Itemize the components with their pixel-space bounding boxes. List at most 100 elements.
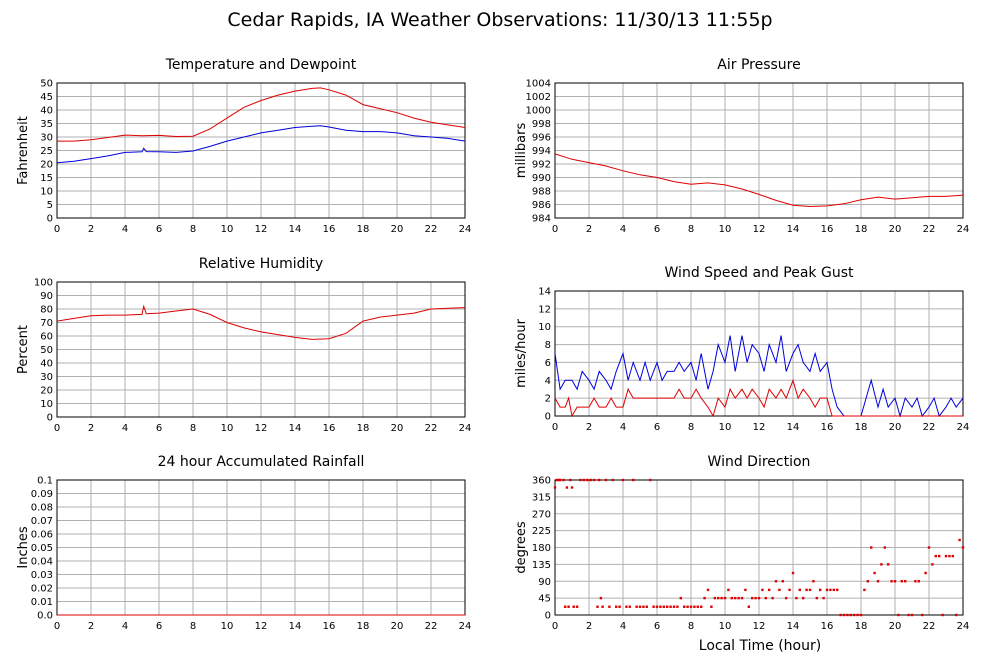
data-point: [788, 588, 791, 592]
y-tick-label: 0.0: [37, 611, 53, 622]
y-tick-label: 0.1: [37, 476, 53, 487]
x-tick-label: 10: [221, 621, 234, 632]
data-point: [582, 478, 586, 482]
x-tick-label: 22: [425, 423, 438, 434]
data-point: [836, 588, 839, 592]
data-point: [795, 596, 798, 600]
panel-title: Relative Humidity: [199, 256, 323, 272]
y-tick-label: 986: [532, 200, 551, 211]
x-tick-label: 6: [156, 621, 162, 632]
data-point: [596, 605, 599, 608]
x-tick-label: 24: [957, 621, 970, 632]
x-tick-label: 6: [156, 224, 162, 235]
y-axis-label: Percent: [16, 325, 31, 374]
data-point: [569, 478, 572, 482]
y-tick-label: 998: [532, 119, 551, 130]
data-point: [649, 478, 652, 482]
x-tick-label: 12: [255, 224, 268, 235]
data-point: [679, 596, 682, 600]
data-point: [652, 605, 655, 608]
data-point: [822, 596, 825, 600]
x-tick-label: 2: [88, 621, 94, 632]
data-point: [575, 605, 579, 608]
data-point: [873, 571, 876, 575]
data-point: [557, 478, 560, 482]
data-point: [615, 605, 618, 608]
x-tick-label: 16: [323, 423, 336, 434]
x-tick-label: 22: [923, 621, 936, 632]
y-tick-label: 0.06: [31, 530, 53, 541]
data-point: [887, 563, 890, 566]
data-point: [802, 596, 805, 600]
data-point: [785, 596, 788, 600]
data-point: [565, 486, 569, 489]
data-point: [642, 605, 645, 608]
x-tick-label: 22: [425, 224, 438, 235]
data-point: [849, 613, 852, 617]
y-tick-label: 994: [532, 146, 551, 157]
y-tick-label: 1004: [526, 79, 551, 90]
x-tick-label: 16: [821, 422, 834, 433]
data-point: [676, 605, 679, 608]
data-point: [570, 486, 574, 489]
x-tick-label: 20: [391, 423, 404, 434]
y-tick-label: 225: [532, 526, 551, 537]
data-point: [904, 580, 907, 583]
data-point: [839, 613, 842, 617]
data-point: [621, 478, 625, 482]
series-line-1: [554, 153, 964, 208]
y-tick-label: 14: [538, 287, 551, 298]
x-tick-label: 24: [459, 621, 472, 632]
x-tick-label: 0: [54, 621, 60, 632]
data-point: [853, 613, 856, 617]
data-point: [720, 596, 723, 600]
data-point: [917, 580, 920, 583]
y-tick-label: 40: [40, 359, 53, 370]
data-point: [562, 478, 565, 482]
panel-title: Wind Direction: [708, 454, 811, 470]
x-tick-label: 0: [54, 423, 60, 434]
y-tick-label: 50: [40, 79, 53, 90]
data-point: [931, 563, 934, 566]
y-tick-label: 30: [40, 372, 53, 383]
data-point: [951, 554, 954, 558]
data-point: [815, 596, 818, 600]
x-tick-label: 6: [654, 422, 660, 433]
x-tick-label: 14: [787, 224, 800, 235]
data-point: [611, 478, 614, 482]
data-point: [672, 605, 676, 608]
x-tick-label: 12: [753, 422, 766, 433]
data-point: [586, 478, 589, 482]
y-tick-label: 988: [532, 187, 551, 198]
data-point: [618, 605, 621, 608]
y-tick-label: 90: [538, 577, 551, 588]
panel-title: Air Pressure: [717, 57, 800, 73]
data-point: [635, 605, 638, 608]
data-point: [572, 605, 575, 608]
data-point: [757, 596, 761, 600]
y-tick-label: 1002: [526, 92, 551, 103]
data-point: [958, 538, 961, 542]
data-point: [564, 605, 567, 608]
y-tick-label: 100: [34, 278, 53, 289]
y-tick-label: 270: [532, 509, 551, 520]
data-point: [608, 605, 611, 608]
y-tick-label: 0: [47, 214, 53, 225]
plot-frame: [56, 82, 466, 219]
x-tick-label: 4: [620, 621, 626, 632]
series-line-2: [56, 125, 466, 164]
data-point: [693, 605, 696, 608]
data-point: [740, 596, 744, 600]
data-point: [938, 554, 941, 558]
y-tick-label: 990: [532, 173, 551, 184]
plot-frame: [56, 281, 466, 418]
data-point: [764, 596, 767, 600]
x-tick-label: 16: [323, 224, 336, 235]
y-tick-label: 0.07: [31, 516, 53, 527]
data-point: [696, 605, 699, 608]
data-point: [598, 478, 601, 482]
data-point: [805, 588, 808, 592]
data-point: [713, 596, 716, 600]
data-point: [955, 613, 958, 617]
